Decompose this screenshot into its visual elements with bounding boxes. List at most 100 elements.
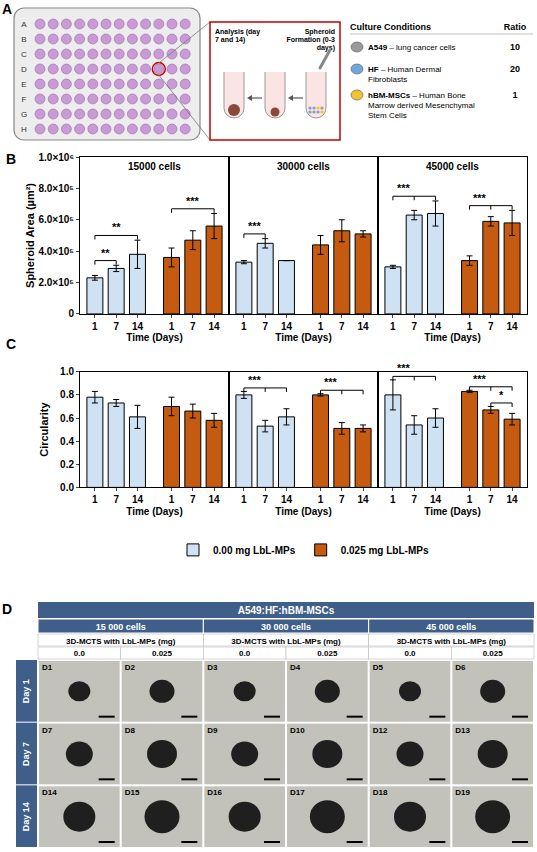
svg-text:8.0×10⁵: 8.0×10⁵ bbox=[38, 183, 74, 194]
svg-text:0.0: 0.0 bbox=[404, 649, 416, 658]
svg-text:Ratio: Ratio bbox=[504, 22, 527, 32]
svg-text:14: 14 bbox=[430, 321, 442, 332]
svg-text:14: 14 bbox=[132, 494, 144, 505]
svg-text:1: 1 bbox=[390, 494, 396, 505]
svg-text:Time (Days): Time (Days) bbox=[424, 506, 481, 517]
svg-text:0: 0 bbox=[68, 308, 74, 319]
svg-text:Formation (0-3: Formation (0-3 bbox=[286, 36, 335, 44]
svg-text:D: D bbox=[21, 65, 27, 74]
svg-text:0.0: 0.0 bbox=[239, 649, 251, 658]
svg-text:C: C bbox=[21, 50, 27, 59]
svg-text:1: 1 bbox=[169, 494, 175, 505]
svg-text:C: C bbox=[6, 336, 16, 352]
svg-text:7: 7 bbox=[262, 321, 268, 332]
svg-text:14: 14 bbox=[281, 321, 293, 332]
svg-text:D3: D3 bbox=[207, 663, 218, 672]
svg-text:**: ** bbox=[112, 221, 121, 233]
svg-text:Analysis (day: Analysis (day bbox=[215, 28, 260, 36]
svg-text:0.6: 0.6 bbox=[60, 413, 74, 424]
svg-text:7: 7 bbox=[339, 494, 345, 505]
svg-text:1.0: 1.0 bbox=[60, 366, 74, 377]
svg-text:14: 14 bbox=[507, 321, 519, 332]
svg-text:hBM-MSCs – Human Bone: hBM-MSCs – Human Bone bbox=[368, 91, 466, 100]
svg-text:D9: D9 bbox=[207, 726, 218, 735]
svg-text:Fibroblasts: Fibroblasts bbox=[368, 75, 407, 84]
svg-text:***: *** bbox=[248, 374, 262, 386]
svg-text:D13: D13 bbox=[455, 726, 470, 735]
svg-text:H: H bbox=[21, 125, 27, 134]
svg-text:D2: D2 bbox=[125, 663, 136, 672]
svg-text:***: *** bbox=[473, 192, 487, 204]
svg-text:E: E bbox=[21, 80, 26, 89]
svg-text:3D-MCTS with LbL-MPs (mg): 3D-MCTS with LbL-MPs (mg) bbox=[231, 637, 341, 646]
svg-text:0.0: 0.0 bbox=[60, 482, 74, 493]
svg-text:30 000 cells: 30 000 cells bbox=[261, 622, 311, 632]
svg-text:7: 7 bbox=[488, 494, 494, 505]
svg-text:D1: D1 bbox=[42, 663, 53, 672]
svg-text:1.0×10⁶: 1.0×10⁶ bbox=[39, 152, 74, 163]
svg-text:0.0: 0.0 bbox=[74, 649, 86, 658]
svg-text:1: 1 bbox=[241, 494, 247, 505]
svg-text:0.00 mg LbL-MPs: 0.00 mg LbL-MPs bbox=[213, 545, 296, 556]
svg-text:14: 14 bbox=[507, 494, 519, 505]
svg-text:14: 14 bbox=[209, 321, 221, 332]
svg-text:Spheroid Area (µm²): Spheroid Area (µm²) bbox=[24, 183, 36, 288]
svg-text:*: * bbox=[499, 389, 504, 401]
svg-text:7: 7 bbox=[113, 494, 119, 505]
svg-text:1: 1 bbox=[318, 321, 324, 332]
svg-text:1: 1 bbox=[467, 494, 473, 505]
svg-text:7: 7 bbox=[339, 321, 345, 332]
svg-text:Time (Days): Time (Days) bbox=[126, 332, 183, 343]
svg-text:D: D bbox=[2, 601, 12, 617]
svg-text:0.025 mg LbL-MPs: 0.025 mg LbL-MPs bbox=[341, 545, 429, 556]
svg-text:7: 7 bbox=[190, 321, 196, 332]
svg-text:7 and 14): 7 and 14) bbox=[215, 36, 245, 44]
svg-text:D12: D12 bbox=[373, 726, 388, 735]
svg-text:14: 14 bbox=[209, 494, 221, 505]
svg-text:7: 7 bbox=[411, 494, 417, 505]
svg-text:Time (Days): Time (Days) bbox=[126, 506, 183, 517]
svg-text:14: 14 bbox=[281, 494, 293, 505]
svg-text:1: 1 bbox=[241, 321, 247, 332]
svg-text:1: 1 bbox=[92, 494, 98, 505]
svg-text:1: 1 bbox=[318, 494, 324, 505]
svg-text:Stem Cells: Stem Cells bbox=[368, 111, 407, 120]
svg-text:D17: D17 bbox=[290, 788, 305, 797]
svg-text:7: 7 bbox=[113, 321, 119, 332]
svg-text:Time (Days): Time (Days) bbox=[275, 506, 332, 517]
svg-text:0.2: 0.2 bbox=[60, 459, 74, 470]
svg-text:D7: D7 bbox=[42, 726, 53, 735]
svg-text:20: 20 bbox=[510, 64, 520, 74]
svg-text:days): days) bbox=[317, 44, 335, 52]
svg-text:14: 14 bbox=[430, 494, 442, 505]
svg-text:***: *** bbox=[397, 362, 411, 374]
svg-text:6.0×10⁵: 6.0×10⁵ bbox=[38, 214, 74, 225]
svg-text:3D-MCTS with LbL-MPs (mg): 3D-MCTS with LbL-MPs (mg) bbox=[397, 637, 507, 646]
svg-text:***: *** bbox=[473, 373, 487, 385]
svg-text:***: *** bbox=[397, 182, 411, 194]
svg-text:A: A bbox=[21, 20, 27, 29]
svg-text:7: 7 bbox=[488, 321, 494, 332]
svg-text:Culture Conditions: Culture Conditions bbox=[350, 22, 431, 32]
svg-text:Day 14: Day 14 bbox=[21, 802, 31, 831]
svg-text:2.0×10⁵: 2.0×10⁵ bbox=[38, 277, 74, 288]
svg-text:10: 10 bbox=[510, 42, 520, 52]
svg-text:A: A bbox=[2, 1, 12, 17]
svg-text:1: 1 bbox=[92, 321, 98, 332]
svg-text:***: *** bbox=[186, 195, 200, 207]
svg-text:0.025: 0.025 bbox=[483, 649, 504, 658]
svg-text:0.4: 0.4 bbox=[60, 436, 74, 447]
svg-text:30000 cells: 30000 cells bbox=[277, 161, 330, 172]
svg-text:0.025: 0.025 bbox=[317, 649, 338, 658]
svg-text:A549:HF:hBM-MSCs: A549:HF:hBM-MSCs bbox=[238, 605, 335, 616]
svg-text:D14: D14 bbox=[42, 788, 57, 797]
svg-text:Circularity: Circularity bbox=[38, 401, 50, 456]
svg-text:Time (Days): Time (Days) bbox=[275, 332, 332, 343]
svg-text:D10: D10 bbox=[290, 726, 305, 735]
svg-text:45000 cells: 45000 cells bbox=[426, 161, 479, 172]
svg-text:D15: D15 bbox=[125, 788, 140, 797]
svg-text:Time (Days): Time (Days) bbox=[424, 332, 481, 343]
svg-text:15 000 cells: 15 000 cells bbox=[96, 622, 146, 632]
svg-text:15000 cells: 15000 cells bbox=[128, 161, 181, 172]
svg-text:4.0×10⁵: 4.0×10⁵ bbox=[38, 246, 74, 257]
